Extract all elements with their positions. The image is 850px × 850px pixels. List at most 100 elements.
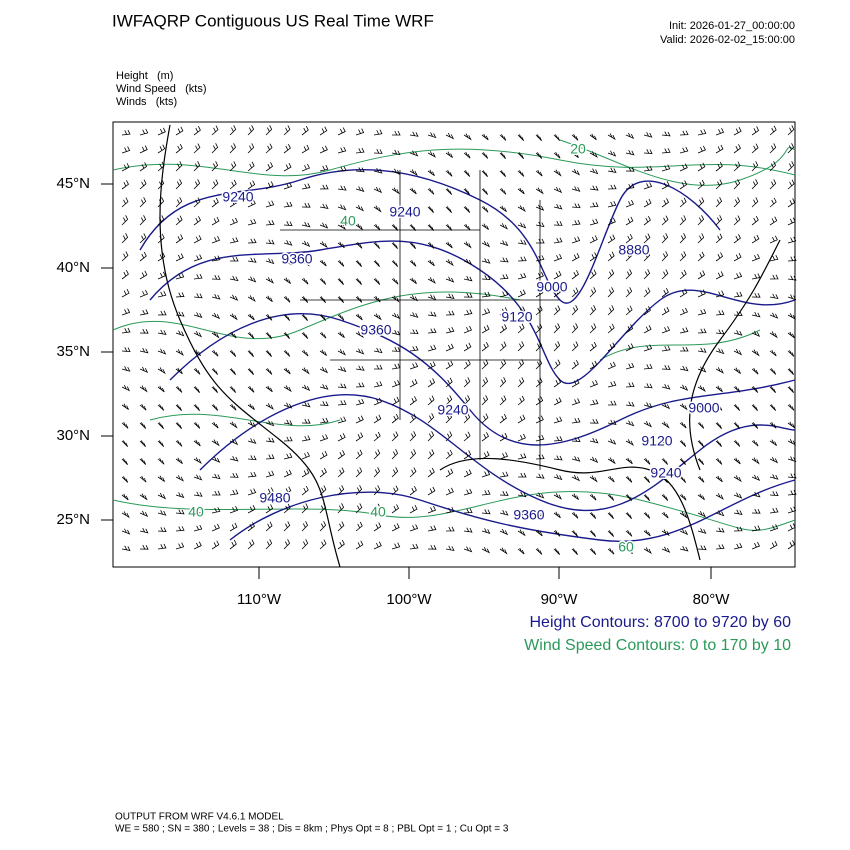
wind-barb [553,416,563,424]
wind-barb [427,467,435,478]
wind-barb [319,126,328,136]
wind-barb [553,237,563,244]
wind-barb [643,529,651,537]
lat-label: 30°N [56,427,90,444]
wind-barb [787,217,796,226]
wind-barb [121,528,131,535]
wind-barb [409,431,417,442]
wind-barb [211,293,221,300]
wind-barb [715,404,723,411]
wind-barb [337,416,347,424]
wind-barb [175,253,184,262]
wind-barb [463,342,472,352]
wind-barb [373,347,383,354]
wind-barb [697,289,706,298]
wind-barb [283,521,291,532]
wind-barb [445,343,454,352]
wind-barb [157,422,164,430]
wind-barb [787,404,795,411]
wind-barb [625,457,633,465]
wind-barb [319,259,327,267]
wind-barb [715,527,725,533]
wind-barb [319,417,329,424]
wind-barb [247,505,256,514]
wind-barb [175,475,184,482]
wind-barb [517,256,527,262]
wind-barb [445,360,454,370]
wind-barb [625,362,635,370]
wind-barb [373,129,383,136]
wind-barb [769,349,777,357]
wind-barb [409,242,416,249]
wind-barb [121,327,131,334]
wind-barb [733,492,743,499]
wind-barb [463,275,473,282]
wind-barb [463,413,471,424]
wind-barb [499,188,507,195]
wind-barb [517,377,525,388]
wind-barb [787,456,797,463]
wind-barb [229,161,237,172]
lat-label: 40°N [56,259,90,276]
wind-barb [553,511,561,519]
wind-barb [679,403,688,411]
wind-barb [535,238,545,244]
wind-barb [175,509,185,515]
wind-barb [445,259,454,267]
wind-barb [571,474,581,482]
wind-barb [139,309,149,316]
wind-barb [769,179,777,190]
wind-barb [769,368,777,375]
wind-barb [733,161,741,172]
wind-barb [319,145,328,154]
wind-barb [445,395,453,406]
wind-barb [373,242,381,249]
height-contour [139,168,721,304]
wind-barb [193,125,201,136]
wind-barb [355,398,365,406]
wind-barb [607,381,617,388]
wind-barb [787,331,795,339]
wind-barb [535,473,545,479]
wind-barb [481,291,491,298]
wind-barb [121,163,130,172]
wind-barb [373,260,380,268]
wind-barb [265,277,274,284]
wind-barb [553,378,562,388]
wind-barb [715,422,722,429]
wind-barb [283,539,291,550]
wind-barb [157,291,167,298]
wind-barb [139,233,147,244]
wind-barb [571,236,581,244]
wind-barb [157,233,165,244]
wind-barb [229,506,239,514]
wind-barb [409,294,419,302]
speed-legend: Wind Speed Contours: 0 to 170 by 10 [524,637,791,654]
wind-barb [157,385,165,393]
wind-barb [661,251,669,262]
wind-barb [751,215,759,226]
wind-barb [391,380,401,388]
wind-barb [247,238,257,244]
wind-barb [157,127,166,136]
wind-barb [463,292,473,298]
wind-barb [553,474,563,481]
wind-barb [301,418,311,424]
wind-barb [193,235,202,244]
wind-barb [589,530,596,538]
wind-barb [445,169,453,177]
wind-barb [121,233,129,244]
wind-barb [175,311,185,317]
wind-barb [157,310,167,316]
wind-barb [265,403,274,410]
wind-barb [589,379,599,388]
wind-barb [607,323,615,334]
wind-barb [697,162,706,172]
wind-barb [751,422,759,429]
footer-model: OUTPUT FROM WRF V4.6.1 MODEL [115,812,284,823]
wind-barb [769,540,778,550]
wind-barb [715,510,725,517]
wind-barb [265,162,274,172]
wind-barb [391,467,399,478]
wind-barb [301,277,309,285]
